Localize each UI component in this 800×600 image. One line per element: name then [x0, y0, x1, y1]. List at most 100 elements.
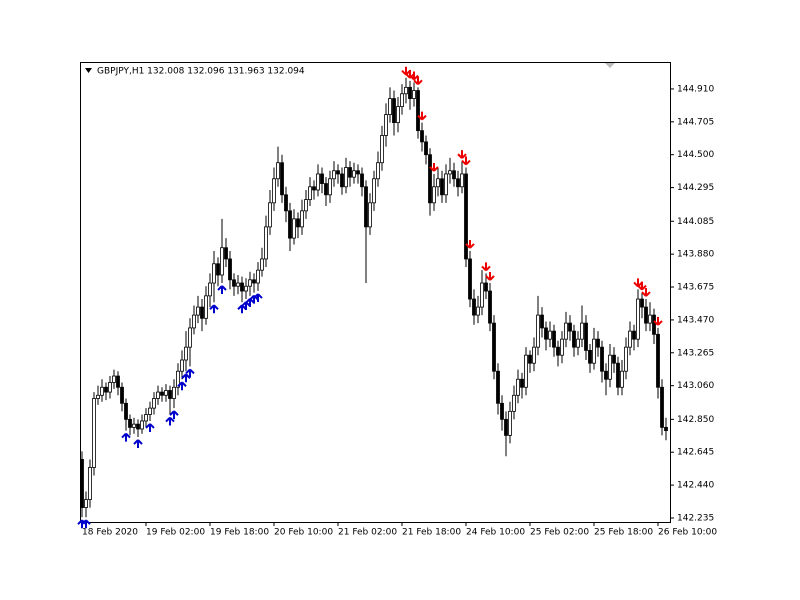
- candle-body: [348, 167, 352, 178]
- candle-body: [548, 330, 552, 340]
- candle-body: [152, 398, 156, 409]
- candle-body: [328, 178, 332, 196]
- y-tick-label: 143.880: [677, 250, 714, 260]
- candle-body: [368, 202, 372, 228]
- candle-body: [292, 218, 296, 239]
- x-tick-label: 19 Feb 18:00: [210, 528, 269, 538]
- symbol-menu-icon[interactable]: [85, 68, 92, 73]
- candle-body: [504, 418, 508, 436]
- candle-body: [84, 499, 88, 508]
- candle-body: [528, 354, 532, 364]
- candle-body: [160, 391, 164, 396]
- x-tick-label: 24 Feb 10:00: [466, 528, 525, 538]
- candle-body: [640, 298, 644, 308]
- buy-arrow: [253, 293, 263, 303]
- candle-body: [188, 327, 192, 348]
- candle-body: [200, 306, 204, 319]
- candle-body: [420, 130, 424, 143]
- candle-body: [124, 402, 128, 420]
- sell-arrow: [465, 239, 475, 249]
- x-tick-label: 25 Feb 18:00: [594, 528, 653, 538]
- y-tick-label: 144.705: [677, 117, 714, 127]
- candle-body: [236, 282, 240, 287]
- candle-body: [644, 306, 648, 324]
- candle-body: [516, 378, 520, 396]
- x-tick-label: 21 Feb 18:00: [402, 528, 461, 538]
- candle-body: [308, 186, 312, 201]
- candle-body: [464, 173, 468, 260]
- y-tick-label: 143.470: [677, 315, 714, 325]
- y-tick-label: 144.910: [677, 84, 714, 94]
- candle-body: [488, 290, 492, 324]
- y-tick-label: 144.085: [677, 217, 714, 227]
- candle-body: [592, 338, 596, 364]
- candle-body: [284, 194, 288, 212]
- candle-body: [532, 346, 536, 364]
- candle-body: [660, 386, 664, 428]
- candle-body: [564, 322, 568, 340]
- candle-body: [148, 407, 152, 415]
- sell-arrow: [641, 288, 651, 297]
- candle-body: [220, 247, 224, 276]
- buy-arrow: [217, 285, 227, 295]
- candle-body: [408, 86, 412, 99]
- candle-body: [656, 333, 660, 388]
- candle-body: [176, 370, 180, 388]
- candle-body: [280, 162, 284, 196]
- candle-body: [436, 178, 440, 188]
- y-tick-label: 142.645: [677, 448, 714, 458]
- candle-body: [560, 338, 564, 356]
- candle-body: [616, 362, 620, 388]
- candle-body: [412, 90, 416, 99]
- shift-marker: [605, 63, 615, 68]
- candle-body: [636, 298, 640, 340]
- y-tick-label: 144.295: [677, 183, 714, 193]
- candle-body: [140, 420, 144, 430]
- candle-body: [168, 390, 172, 399]
- candle-body: [332, 170, 336, 180]
- candle-body: [300, 210, 304, 228]
- candle-body: [452, 170, 456, 180]
- candle-body: [536, 314, 540, 348]
- sell-arrow: [481, 262, 491, 272]
- candle-body: [484, 282, 488, 292]
- candle-body: [580, 322, 584, 340]
- plot-frame: [80, 62, 671, 523]
- candle-body: [164, 390, 168, 396]
- candle-body: [372, 178, 376, 204]
- candle-body: [244, 285, 248, 292]
- candle-body: [224, 247, 228, 260]
- candle-body: [556, 346, 560, 356]
- candle-body: [128, 418, 132, 428]
- candle-body: [500, 402, 504, 420]
- candle-body: [80, 459, 84, 508]
- candle-body: [384, 114, 388, 136]
- sell-arrow: [409, 71, 419, 81]
- sell-arrow: [417, 111, 427, 121]
- candle-body: [376, 162, 380, 180]
- candle-body: [240, 282, 244, 292]
- candle-body: [192, 314, 196, 329]
- candle-body: [92, 398, 96, 468]
- buy-arrow: [209, 304, 219, 314]
- candle-body: [296, 218, 300, 228]
- candle-body: [116, 375, 120, 388]
- x-tick-label: 26 Feb 10:00: [658, 528, 717, 538]
- sell-arrow: [485, 272, 495, 281]
- candle-body: [620, 370, 624, 388]
- candle-body: [512, 394, 516, 412]
- candle-body: [88, 467, 92, 500]
- candle-body: [388, 98, 392, 116]
- candle-body: [104, 386, 108, 393]
- x-tick-label: 25 Feb 02:00: [530, 528, 589, 538]
- candle-body: [624, 346, 628, 372]
- candle-body: [180, 359, 184, 372]
- candle-body: [96, 394, 100, 399]
- candle-body: [324, 183, 328, 196]
- candle-body: [264, 226, 268, 260]
- candle-body: [344, 167, 348, 188]
- candle-body: [508, 410, 512, 436]
- candle-body: [112, 375, 116, 383]
- candle-body: [272, 178, 276, 204]
